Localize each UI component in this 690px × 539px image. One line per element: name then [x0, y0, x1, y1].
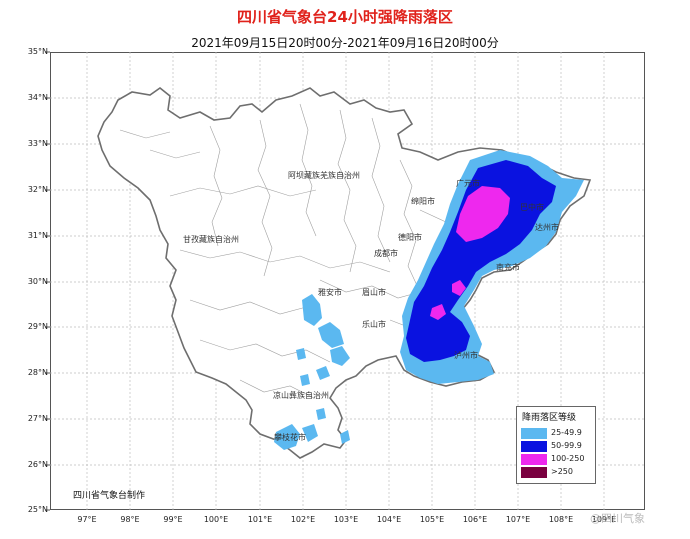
lon-label: 99°E [163, 515, 183, 524]
lon-label: 100°E [203, 515, 229, 524]
legend-label: 25-49.9 [551, 428, 582, 437]
map-legend: 降雨落区等级 25-49.9 50-99.9 100-250 >250 [516, 406, 596, 484]
lat-label: 25°N [27, 505, 48, 514]
lat-label: 34°N [27, 93, 48, 102]
city-label-aba: 阿坝藏族羌族自治州 [288, 171, 360, 180]
map-credit: 四川省气象台制作 [73, 491, 146, 501]
lon-label: 102°E [290, 515, 316, 524]
lon-label: 104°E [376, 515, 402, 524]
lon-label: 109°E [591, 515, 617, 524]
watermark: @四川气象 [590, 512, 645, 525]
lat-label: 28°N [27, 368, 48, 377]
lat-ticks [45, 51, 50, 511]
lon-label: 103°E [333, 515, 359, 524]
city-label-panzhihua: 攀枝花市 [274, 433, 306, 442]
lat-label: 35°N [27, 47, 48, 56]
legend-swatch [521, 428, 547, 439]
legend-swatch [521, 454, 547, 465]
lat-label: 29°N [27, 322, 48, 331]
lat-label: 26°N [27, 460, 48, 469]
city-label-mianyang: 绵阳市 [411, 197, 435, 206]
city-label-liangshan: 凉山彝族自治州 [273, 391, 329, 400]
lon-label: 108°E [548, 515, 574, 524]
lon-label: 101°E [247, 515, 273, 524]
lat-label: 32°N [27, 185, 48, 194]
lon-label: 107°E [505, 515, 531, 524]
city-label-bazhong: 巴中市 [520, 203, 544, 212]
map-title: 四川省气象台24小时强降雨落区 [237, 8, 453, 26]
lon-label: 98°E [120, 515, 140, 524]
map-frame [50, 52, 645, 510]
legend-swatch [521, 441, 547, 452]
legend-swatch [521, 467, 547, 478]
city-label-leshan: 乐山市 [362, 320, 386, 329]
lon-label: 97°E [77, 515, 97, 524]
city-label-yaan: 雅安市 [318, 288, 342, 297]
lon-label: 106°E [462, 515, 488, 524]
lat-label: 27°N [27, 414, 48, 423]
legend-label: 50-99.9 [551, 441, 582, 450]
lat-label: 31°N [27, 231, 48, 240]
lon-label: 105°E [419, 515, 445, 524]
legend-label: 100-250 [551, 454, 585, 463]
city-label-nanchong: 南充市 [496, 263, 520, 272]
rainfall-100-250 [430, 186, 510, 320]
city-label-meishan: 眉山市 [362, 288, 386, 297]
lat-label: 30°N [27, 277, 48, 286]
city-label-luzhou: 泸州市 [454, 351, 478, 360]
city-label-dazhou: 达州市 [535, 223, 559, 232]
legend-title: 降雨落区等级 [522, 413, 577, 423]
city-label-deyang: 德阳市 [398, 233, 422, 242]
map-subtitle: 2021年09月15日20时00分-2021年09月16日20时00分 [191, 36, 499, 50]
lat-label: 33°N [27, 139, 48, 148]
city-label-ganzi: 甘孜藏族自治州 [183, 235, 239, 244]
city-label-chengdu: 成都市 [374, 249, 398, 258]
legend-label: >250 [551, 467, 573, 476]
city-label-guangyuan: 广元市 [456, 179, 480, 188]
